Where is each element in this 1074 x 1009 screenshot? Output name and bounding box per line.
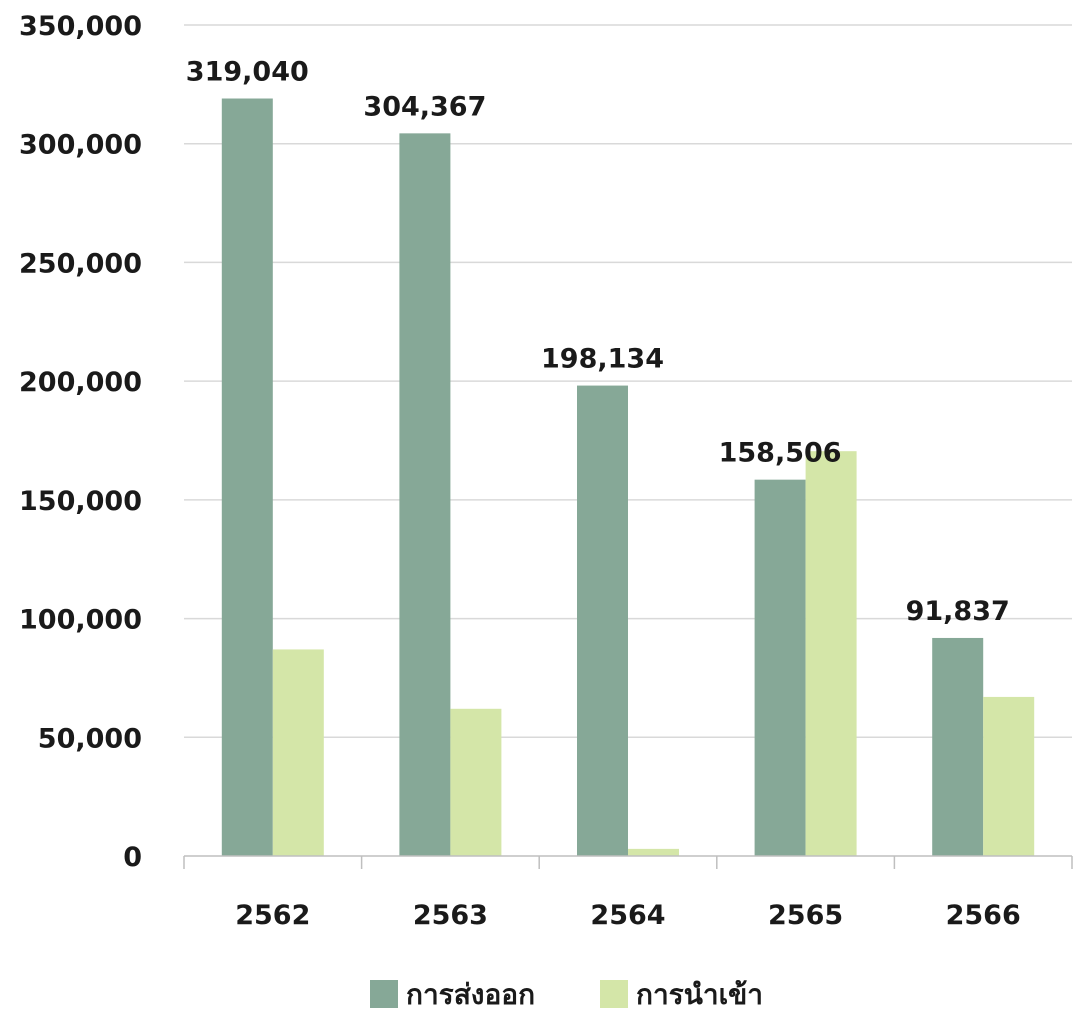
bar-export-2563 <box>399 133 451 857</box>
bar-export-2566 <box>932 637 984 856</box>
bar-import-2562 <box>272 649 324 856</box>
x-tick-label: 2562 <box>235 900 310 931</box>
y-tick-label: 250,000 <box>19 248 142 279</box>
x-tick-label: 2566 <box>946 900 1021 931</box>
data-label: 319,040 <box>186 57 309 88</box>
data-label: 158,506 <box>719 438 842 469</box>
y-tick-label: 200,000 <box>19 367 142 398</box>
y-tick-label: 150,000 <box>19 486 142 517</box>
y-tick-label: 300,000 <box>19 130 142 161</box>
x-axis: 2562 2563 2564 2565 2566 <box>183 855 1073 931</box>
data-label: 198,134 <box>541 344 664 375</box>
legend-item: การนำเข้า <box>600 978 763 1009</box>
y-tick-label: 100,000 <box>19 605 142 636</box>
legend-label: การนำเข้า <box>636 978 763 1009</box>
y-tick-label: 0 <box>123 842 142 873</box>
bar-export-2565 <box>754 479 806 856</box>
y-tick-label: 50,000 <box>38 723 142 754</box>
data-label: 304,367 <box>363 91 486 122</box>
x-tick-label: 2563 <box>413 900 488 931</box>
data-label: 91,837 <box>906 596 1010 627</box>
legend-swatch <box>600 980 628 1008</box>
bar-import-2565 <box>805 451 857 856</box>
bar-import-2566 <box>983 696 1035 856</box>
data-labels: 319,040 304,367 198,134 158,506 91,837 <box>186 57 1010 627</box>
legend-item: การส่งออก <box>370 978 535 1009</box>
bars <box>221 98 1035 857</box>
bar-export-2564 <box>577 385 628 856</box>
bar-export-2562 <box>221 98 273 857</box>
bar-import-2564 <box>628 848 679 856</box>
legend: การส่งออก การนำเข้า <box>370 978 763 1009</box>
y-tick-label: 350,000 <box>19 11 142 42</box>
legend-label: การส่งออก <box>406 978 535 1009</box>
x-tick-label: 2564 <box>590 900 665 931</box>
x-tick-label: 2565 <box>768 900 843 931</box>
bar-import-2563 <box>450 708 502 856</box>
legend-swatch <box>370 980 398 1008</box>
y-axis-ticks: 0 50,000 100,000 150,000 200,000 250,000 300,0… <box>19 11 142 873</box>
